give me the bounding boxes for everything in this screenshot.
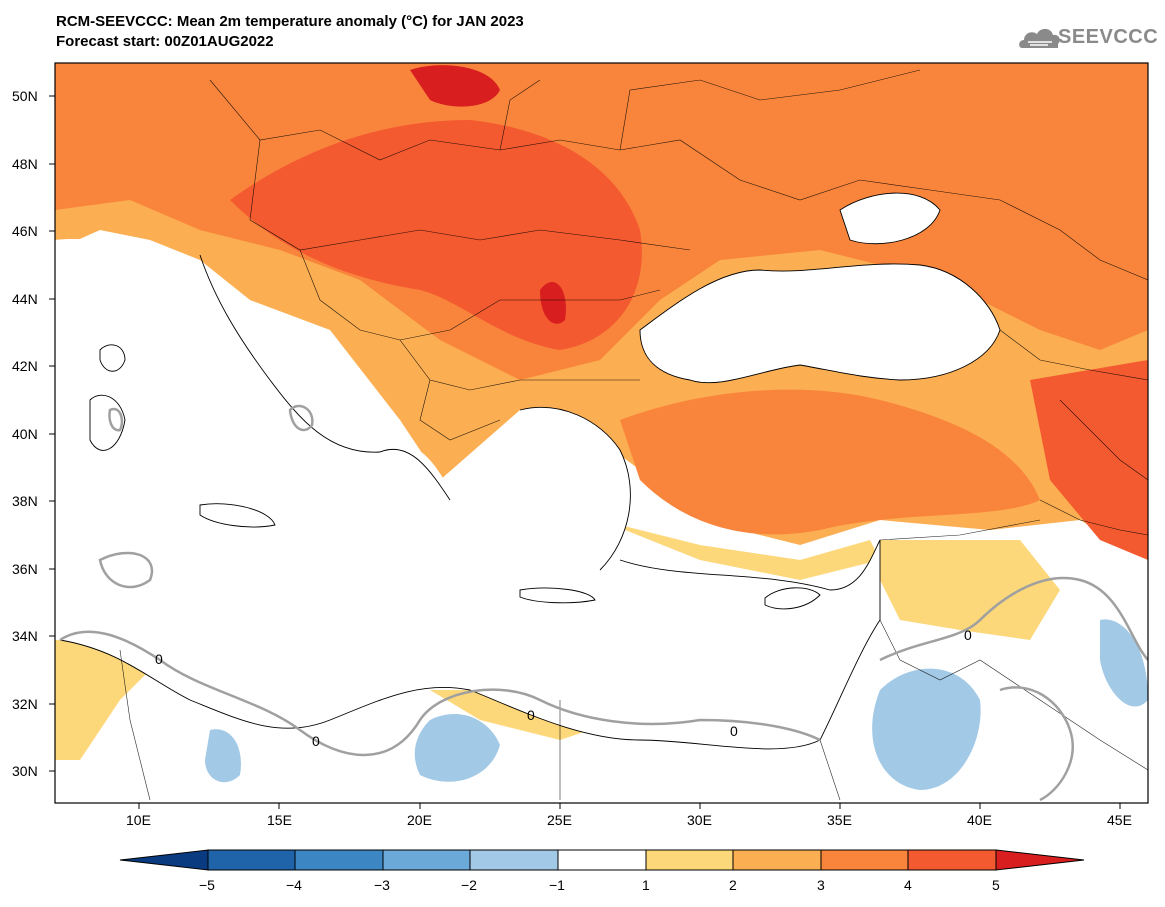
lon-label: 40E (967, 812, 992, 828)
zero-contours (59, 404, 1148, 802)
colorbar-segment (907, 849, 997, 871)
colorbar-high-arrow (995, 849, 1085, 871)
lat-axis: 50N 48N 46N 44N 42N 40N 38N 36N 34N 32N … (12, 88, 38, 779)
lon-label: 10E (126, 812, 151, 828)
lon-label: 30E (687, 812, 712, 828)
country-borders (119, 69, 1148, 801)
lat-label: 42N (12, 358, 38, 374)
colorbar-segment (820, 849, 909, 871)
lat-label: 30N (12, 763, 38, 779)
colorbar-label: 5 (992, 877, 1000, 893)
map-frame (54, 62, 1149, 804)
lat-label: 32N (12, 696, 38, 712)
sea-azov (840, 193, 940, 244)
colorbar-label: −2 (461, 877, 477, 893)
colorbar-label: 3 (817, 877, 825, 893)
lat-label: 36N (12, 561, 38, 577)
logo-text: SEEVCCC (1058, 26, 1159, 48)
lat-label: 40N (12, 426, 38, 442)
anomaly-band-east-4-5 (1030, 360, 1148, 560)
lat-label: 44N (12, 291, 38, 307)
lat-ticks (49, 95, 55, 772)
lat-label: 38N (12, 493, 38, 509)
lon-label: 25E (547, 812, 572, 828)
lon-label: 20E (407, 812, 432, 828)
map-field: 0 0 0 0 0 (55, 63, 1148, 803)
colorbar-segment (557, 849, 647, 871)
colorbar-segment (469, 849, 559, 871)
lat-label: 34N (12, 628, 38, 644)
colorbar-label: −4 (286, 877, 302, 893)
contour-label: 0 (312, 733, 320, 749)
colorbar-label: 4 (904, 877, 912, 893)
colorbar-segment (645, 849, 734, 871)
colorbar-label: 2 (729, 877, 737, 893)
colorbar-segment (207, 849, 296, 871)
title-line-1: RCM-SEEVCCC: Mean 2m temperature anomaly… (56, 13, 524, 30)
lon-axis: 10E 15E 20E 25E 30E 35E 40E 45E (126, 812, 1132, 828)
colorbar-label: 1 (642, 877, 650, 893)
title-line-2: Forecast start: 00Z01AUG2022 (56, 33, 274, 50)
lon-label: 35E (827, 812, 852, 828)
lat-label: 50N (12, 88, 38, 104)
lon-label: 45E (1107, 812, 1132, 828)
sea-black-sea (640, 263, 1000, 383)
contour-label: 0 (155, 651, 163, 667)
anomaly-band-anatolia (620, 389, 1040, 535)
colorbar-segment (294, 849, 384, 871)
lat-label: 46N (12, 223, 38, 239)
colorbar-low-arrow (119, 849, 209, 871)
anomaly-band-4-5 (230, 120, 642, 350)
contour-label: 0 (730, 723, 738, 739)
cloud-icon (1019, 28, 1060, 48)
anomaly-band-5plus (410, 65, 1086, 441)
lon-ticks (138, 803, 1121, 809)
contour-label: 0 (527, 707, 535, 723)
lon-label: 15E (267, 812, 292, 828)
colorbar-label: −5 (199, 877, 215, 893)
sea-adriatic-tyrrhenian-med (55, 239, 880, 749)
lat-label: 48N (12, 156, 38, 172)
sea-aegean (512, 407, 631, 573)
colorbar: −5 −4 −3 −2 −1 1 2 3 4 5 (119, 849, 1085, 893)
anomaly-band-neg-blue-1 (205, 619, 1148, 790)
contour-label: 0 (964, 627, 972, 643)
colorbar-label: −1 (549, 877, 565, 893)
coastlines (59, 192, 1001, 750)
map-title: RCM-SEEVCCC: Mean 2m temperature anomaly… (56, 12, 524, 52)
colorbar-segment (732, 849, 822, 871)
colorbar-label: −3 (374, 877, 390, 893)
colorbar-segment (382, 849, 471, 871)
